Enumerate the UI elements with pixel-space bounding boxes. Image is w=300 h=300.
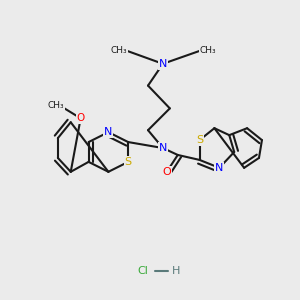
Text: N: N [159, 59, 167, 69]
Text: CH₃: CH₃ [111, 46, 128, 56]
Text: O: O [163, 167, 171, 177]
Text: S: S [124, 157, 132, 167]
Text: N: N [215, 163, 224, 173]
Text: CH₃: CH₃ [48, 101, 64, 110]
Text: H: H [172, 266, 180, 276]
Text: CH₃: CH₃ [199, 46, 216, 56]
Text: O: O [76, 113, 85, 123]
Text: N: N [159, 143, 167, 153]
Text: N: N [104, 127, 112, 137]
Text: S: S [196, 135, 203, 145]
Text: Cl: Cl [138, 266, 148, 276]
